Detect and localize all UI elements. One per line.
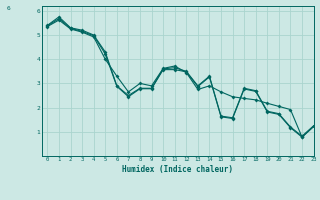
X-axis label: Humidex (Indice chaleur): Humidex (Indice chaleur)	[122, 165, 233, 174]
Text: 6: 6	[6, 6, 10, 11]
